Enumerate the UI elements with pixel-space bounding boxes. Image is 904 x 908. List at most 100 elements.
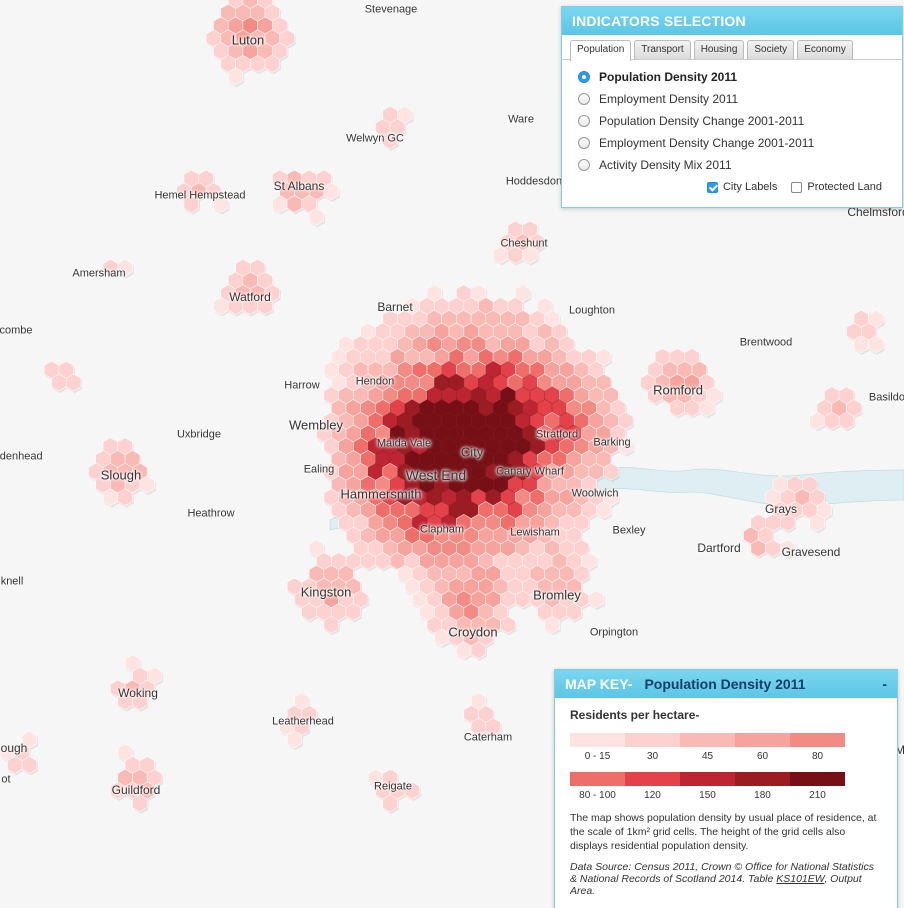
tab-economy[interactable]: Economy (797, 40, 853, 59)
legend-swatch (680, 772, 735, 786)
city-labels-toggle[interactable]: City Labels (706, 181, 778, 193)
hex-cell[interactable] (382, 131, 398, 150)
legend-subtitle: Residents per hectare- (570, 708, 700, 722)
legend-label: 60 (756, 751, 769, 762)
legend-swatches-low (570, 733, 882, 747)
map-key-body: Residents per hectare- 0 - 15 30 45 60 80 80… (555, 698, 897, 897)
option-employment-density-2011[interactable]: Employment Density 2011 (578, 88, 902, 110)
hex-cell[interactable] (588, 590, 604, 609)
option-employment-density-change[interactable]: Employment Density Change 2001-2011 (578, 132, 902, 154)
indicator-tabs: Population Transport Housing Society Eco… (562, 35, 902, 61)
hex-cell[interactable] (868, 335, 884, 354)
option-population-density-2011[interactable]: Population Density 2011 (578, 66, 902, 88)
hex-cell[interactable] (323, 182, 339, 201)
hex-cell[interactable] (227, 67, 244, 86)
hex-cell[interactable] (382, 794, 398, 813)
legend-label: 0 - 15 (584, 751, 611, 762)
hex-cell[interactable] (500, 615, 516, 634)
hex-cell[interactable] (566, 603, 582, 621)
protected-land-toggle[interactable]: Protected Land (791, 181, 882, 193)
option-label: Employment Density Change 2001-2011 (599, 136, 815, 150)
hex-cell[interactable] (308, 207, 325, 226)
radio-button[interactable] (578, 137, 590, 149)
legend-swatch (790, 772, 845, 786)
tab-housing[interactable]: Housing (693, 40, 745, 59)
legend-swatch (790, 733, 845, 747)
protected-land-label: Protected Land (807, 181, 882, 193)
legend-label: 80 - 100 (579, 790, 616, 801)
hex-cell[interactable] (66, 373, 82, 392)
legend-label: 45 (701, 751, 714, 762)
legend-label: 30 (646, 751, 659, 762)
legend-labels-high: 80 - 100 120 150 180 210 (570, 790, 882, 801)
legend-swatch (735, 733, 790, 747)
source-text: Data Source: Census 2011, Crown © Office… (570, 861, 875, 885)
hex-cell[interactable] (603, 462, 619, 481)
legend-swatches-high (570, 772, 882, 786)
legend-swatch (735, 772, 790, 786)
legend-swatch (625, 772, 680, 786)
option-label: Population Density 2011 (599, 70, 738, 84)
hex-cell[interactable] (838, 411, 855, 430)
protected-land-checkbox[interactable] (791, 181, 803, 193)
hex-cell[interactable] (323, 615, 339, 634)
option-label: Population Density Change 2001-2011 (599, 114, 805, 128)
hex-cell[interactable] (779, 539, 796, 558)
hex-cell[interactable] (544, 615, 560, 634)
hex-cell[interactable] (132, 794, 148, 813)
hex-cell[interactable] (21, 756, 38, 774)
hex-cell[interactable] (485, 717, 501, 736)
radio-button[interactable] (578, 93, 590, 105)
hex-cell[interactable] (698, 399, 715, 417)
map-key-title: Population Density 2011 (644, 676, 806, 692)
hex-cell[interactable] (809, 513, 825, 532)
tab-society[interactable]: Society (747, 40, 795, 59)
tab-population[interactable]: Population (570, 40, 632, 61)
hex-cell[interactable] (617, 437, 634, 456)
source-suffix: , Output Area. (570, 873, 862, 897)
tab-transport[interactable]: Transport (634, 40, 691, 59)
minimize-button[interactable]: - (882, 676, 887, 692)
hex-cell[interactable] (595, 501, 612, 519)
city-labels-checkbox[interactable] (706, 181, 718, 193)
hex-cell[interactable] (470, 641, 487, 660)
layer-toggles: City Labels Protected Land (693, 181, 882, 193)
hex-cell[interactable] (213, 195, 229, 213)
hex-cell[interactable] (779, 513, 796, 532)
hex-cell[interactable] (132, 692, 148, 711)
legend-description: The map shows population density by usua… (570, 812, 877, 852)
hex-cell[interactable] (404, 781, 420, 800)
hex-cell[interactable] (139, 475, 155, 494)
radio-button[interactable] (578, 115, 590, 127)
data-source-note: Data Source: Census 2011, Crown © Office… (570, 861, 882, 897)
indicator-options: Population Density 2011 Employment Densi… (562, 60, 902, 176)
hex-cell[interactable] (522, 246, 538, 264)
hex-cell[interactable] (117, 258, 133, 277)
legend-label: 80 (811, 751, 824, 762)
hex-cell[interactable] (183, 195, 200, 213)
option-label: Activity Density Mix 2011 (599, 158, 732, 172)
source-table-link[interactable]: KS101EW (776, 873, 825, 885)
legend-labels-low: 0 - 15 30 45 60 80 (570, 751, 882, 762)
hex-cell[interactable] (257, 297, 273, 315)
hex-cell[interactable] (286, 730, 303, 749)
radio-button[interactable] (578, 159, 590, 171)
option-activity-density-mix[interactable]: Activity Density Mix 2011 (578, 154, 902, 176)
legend-label: 150 (699, 790, 716, 801)
legend-label: 180 (754, 790, 771, 801)
map-key-prefix: MAP KEY- (565, 676, 633, 692)
city-labels-label: City Labels (722, 181, 778, 193)
legend-label: 210 (809, 790, 826, 801)
legend-swatch (570, 733, 625, 747)
legend-swatch (680, 733, 735, 747)
option-label: Employment Density 2011 (599, 92, 739, 106)
hex-cell[interactable] (117, 488, 133, 507)
hex-cell[interactable] (264, 54, 281, 73)
radio-button-selected[interactable] (578, 71, 590, 83)
hex-cell[interactable] (345, 603, 362, 621)
option-population-density-change[interactable]: Population Density Change 2001-2011 (578, 110, 902, 132)
indicators-title: INDICATORS SELECTION (562, 7, 902, 35)
map-key-panel: MAP KEY- Population Density 2011 - Resid… (554, 669, 898, 908)
